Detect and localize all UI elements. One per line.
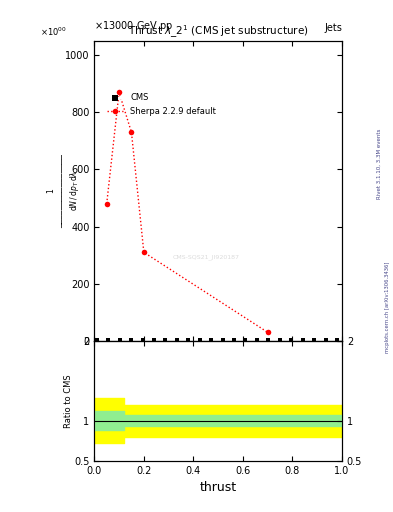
X-axis label: thrust: thrust xyxy=(200,481,237,494)
Text: CMS-SQS21_JI920187: CMS-SQS21_JI920187 xyxy=(172,254,239,260)
Title: Thrust $\lambda$_2$^1$ (CMS jet substructure): Thrust $\lambda$_2$^1$ (CMS jet substruc… xyxy=(128,24,309,40)
Text: $\times$13000 GeV pp: $\times$13000 GeV pp xyxy=(94,19,174,33)
Text: Rivet 3.1.10, 3.3M events: Rivet 3.1.10, 3.3M events xyxy=(377,129,382,199)
Text: Jets: Jets xyxy=(324,23,342,33)
Legend: CMS, Sherpa 2.2.9 default: CMS, Sherpa 2.2.9 default xyxy=(103,90,219,119)
Text: mcplots.cern.ch [arXiv:1306.3436]: mcplots.cern.ch [arXiv:1306.3436] xyxy=(385,262,389,353)
Bar xyxy=(94,405,342,437)
Y-axis label: Ratio to CMS: Ratio to CMS xyxy=(64,374,73,428)
Text: $\times$10$^{00}$: $\times$10$^{00}$ xyxy=(40,26,67,38)
Y-axis label: 1
────────────────
$\mathrm{d}N\,/\,\mathrm{d}p_T\,\mathrm{d}\lambda$: 1 ──────────────── $\mathrm{d}N\,/\,\mat… xyxy=(46,154,81,228)
Bar xyxy=(94,415,342,426)
